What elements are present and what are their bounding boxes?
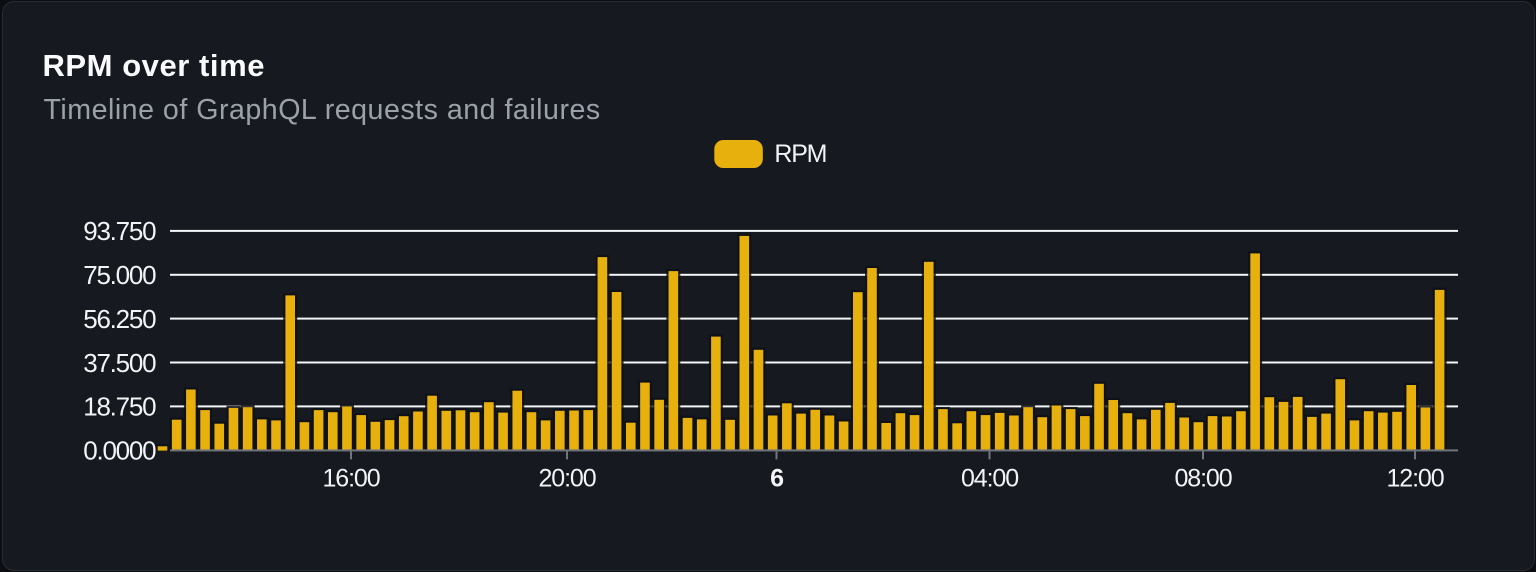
svg-text:12:00: 12:00 [1386,465,1443,493]
svg-text:75.000: 75.000 [83,260,156,290]
svg-text:93.750: 93.750 [83,216,156,246]
svg-text:18.750: 18.750 [83,392,156,422]
svg-text:04:00: 04:00 [961,465,1018,493]
svg-text:6: 6 [770,465,783,493]
svg-text:08:00: 08:00 [1174,465,1231,493]
svg-text:RPM over time: RPM over time [43,48,266,83]
svg-text:Timeline of GraphQL requests a: Timeline of GraphQL requests and failure… [44,94,601,126]
svg-text:56.250: 56.250 [83,304,156,334]
svg-text:RPM: RPM [774,140,826,168]
svg-text:0.0000: 0.0000 [83,436,156,466]
svg-text:20:00: 20:00 [538,465,595,493]
svg-text:16:00: 16:00 [322,465,379,493]
svg-text:37.500: 37.500 [83,348,156,378]
